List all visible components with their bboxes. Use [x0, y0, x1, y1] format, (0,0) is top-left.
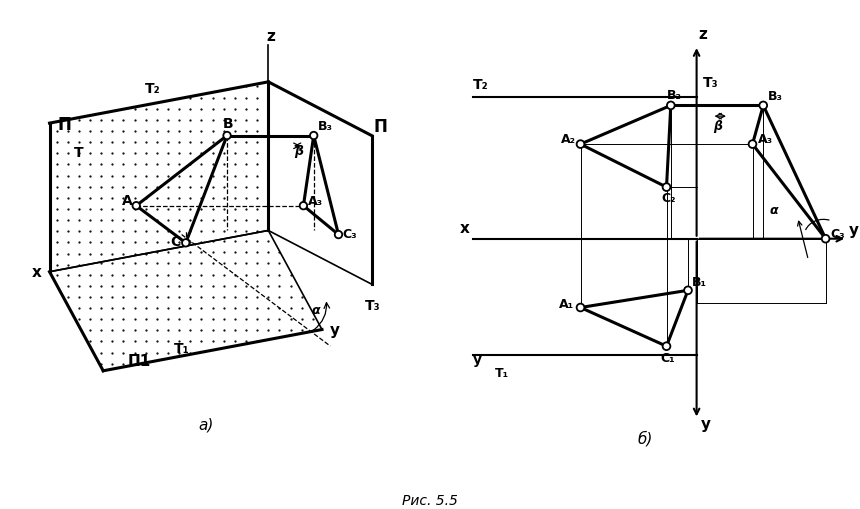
Text: β: β	[713, 120, 722, 133]
Circle shape	[576, 141, 585, 149]
Text: y: y	[849, 223, 859, 238]
Circle shape	[821, 235, 829, 243]
Circle shape	[182, 240, 189, 247]
Text: а): а)	[199, 417, 214, 432]
Text: A₃: A₃	[758, 133, 773, 146]
Circle shape	[666, 102, 674, 110]
Text: B: B	[223, 117, 234, 131]
Circle shape	[132, 203, 140, 210]
Text: B₁: B₁	[692, 275, 707, 289]
Text: C₃: C₃	[342, 227, 357, 240]
Text: T₃: T₃	[366, 298, 381, 312]
Text: Π1: Π1	[128, 353, 151, 368]
Text: B₂: B₂	[666, 89, 681, 101]
Text: C: C	[170, 235, 181, 248]
Circle shape	[662, 343, 671, 350]
Text: z: z	[266, 29, 275, 44]
Text: A₃: A₃	[309, 194, 323, 207]
Text: x: x	[32, 265, 42, 279]
Text: z: z	[698, 27, 708, 42]
Text: y: y	[701, 416, 711, 431]
Text: α: α	[311, 303, 320, 317]
Circle shape	[759, 102, 767, 110]
Circle shape	[576, 304, 585, 312]
Text: Π: Π	[58, 116, 71, 134]
Text: б): б)	[637, 431, 653, 446]
Circle shape	[685, 287, 691, 295]
Circle shape	[748, 141, 757, 149]
Text: T₁: T₁	[174, 342, 189, 355]
Text: α: α	[770, 204, 778, 216]
Text: A: A	[122, 193, 132, 207]
Text: T₁: T₁	[494, 366, 508, 380]
Circle shape	[310, 132, 317, 140]
Text: C₃: C₃	[830, 227, 845, 240]
Circle shape	[224, 132, 230, 140]
Circle shape	[335, 232, 342, 239]
Text: C₂: C₂	[661, 191, 676, 205]
Text: x: x	[459, 221, 470, 236]
Text: β: β	[294, 145, 303, 158]
Text: A₂: A₂	[561, 133, 576, 146]
Text: T: T	[74, 146, 84, 160]
Text: C₁: C₁	[660, 352, 675, 364]
Text: T₂: T₂	[473, 78, 488, 92]
Circle shape	[299, 203, 307, 210]
Text: y: y	[330, 322, 341, 337]
Text: T₃: T₃	[703, 76, 719, 90]
Text: A₁: A₁	[559, 298, 574, 311]
Text: Π: Π	[373, 118, 388, 136]
Text: Рис. 5.5: Рис. 5.5	[402, 493, 458, 507]
Text: y: y	[473, 353, 482, 366]
Circle shape	[662, 184, 671, 191]
Text: B₃: B₃	[767, 90, 783, 103]
Text: B₃: B₃	[318, 120, 333, 133]
Text: T₂: T₂	[144, 82, 160, 96]
